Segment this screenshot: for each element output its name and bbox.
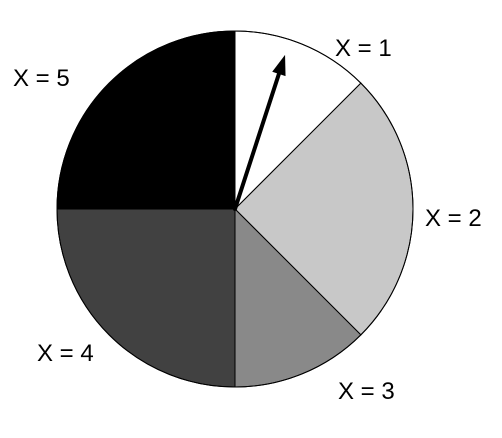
slice-label-3: X = 3 — [338, 378, 395, 405]
slice-label-1: X = 1 — [335, 35, 392, 62]
pie-outline — [56, 30, 414, 388]
pie-slice-5 — [56, 30, 236, 210]
slice-label-5: X = 5 — [13, 65, 70, 92]
slice-label-2: X = 2 — [425, 205, 482, 232]
spinner-arrow-shaft — [233, 71, 281, 211]
slice-label-4: X = 4 — [37, 340, 94, 367]
spinner-arrow-head — [272, 54, 286, 77]
